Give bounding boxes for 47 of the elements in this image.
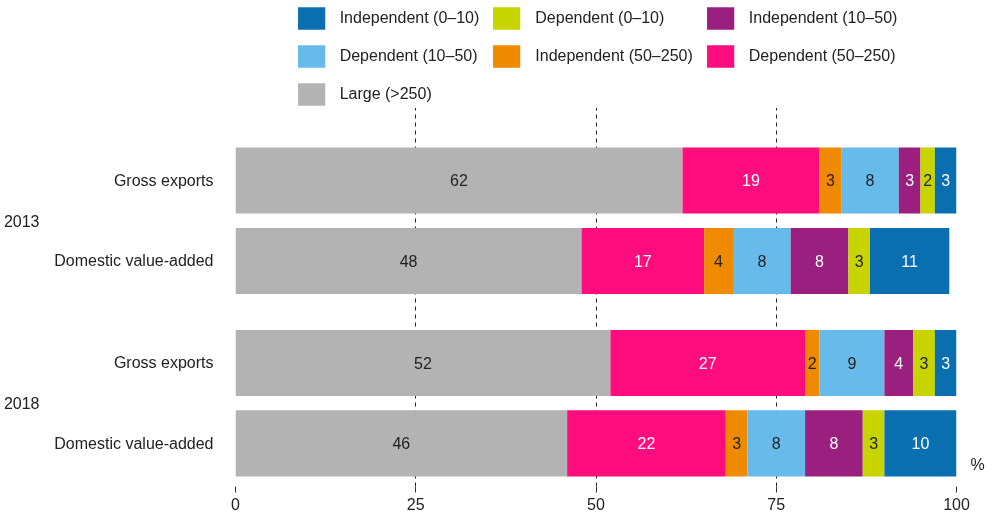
legend-label: Large (>250)	[339, 85, 432, 103]
data-label: 9	[847, 354, 857, 372]
y-tick-label: Gross exports	[113, 354, 214, 372]
data-label: 3	[869, 435, 879, 453]
x-tick-label: 75	[767, 495, 786, 513]
data-label: 11	[901, 252, 919, 270]
data-label: 19	[742, 172, 761, 190]
x-tick-label: 100	[943, 495, 970, 513]
x-tick-label: 25	[406, 495, 425, 513]
data-label: 8	[815, 252, 825, 270]
text: 2018	[3, 395, 40, 413]
x-tick-label: 50	[587, 495, 605, 513]
data-label: 3	[941, 354, 951, 372]
data-label: 3	[854, 252, 864, 270]
data-label: 4	[714, 252, 724, 270]
legend-label: Independent (0–10)	[339, 9, 480, 27]
x-tick-label: 0	[231, 495, 241, 513]
data-label: 8	[757, 252, 767, 270]
data-label: 4	[894, 354, 904, 372]
legend-label: Independent (10–50)	[748, 9, 898, 27]
data-label: 46	[392, 435, 411, 453]
data-label: 27	[698, 354, 717, 372]
data-label: 62	[450, 172, 469, 190]
data-label: 10	[911, 435, 930, 453]
data-label: 3	[941, 172, 951, 190]
data-label: 17	[633, 252, 652, 270]
data-label: 8	[771, 435, 781, 453]
data-label: 3	[919, 354, 929, 372]
text: 2013	[3, 212, 40, 230]
legend-label: Dependent (10–50)	[339, 47, 478, 65]
data-label: 3	[825, 172, 835, 190]
legend-label: Dependent (50–250)	[748, 47, 896, 65]
data-label: 48	[399, 252, 418, 270]
y-tick-label: Gross exports	[113, 171, 214, 189]
legend-label: Independent (50–250)	[535, 47, 693, 65]
data-label: 22	[637, 435, 656, 453]
data-label: 3	[905, 172, 915, 190]
data-label: 2	[807, 354, 817, 372]
y-tick-label: Domestic value-added	[54, 252, 214, 270]
x-axis-title: %	[970, 456, 985, 474]
data-label: 3	[732, 435, 742, 453]
data-label: 8	[829, 435, 839, 453]
data-label: 52	[414, 354, 432, 372]
data-label: 8	[865, 172, 875, 190]
legend-label: Dependent (0–10)	[535, 9, 665, 27]
data-label: 2	[923, 172, 933, 190]
y-tick-label: Domestic value-added	[54, 434, 214, 452]
